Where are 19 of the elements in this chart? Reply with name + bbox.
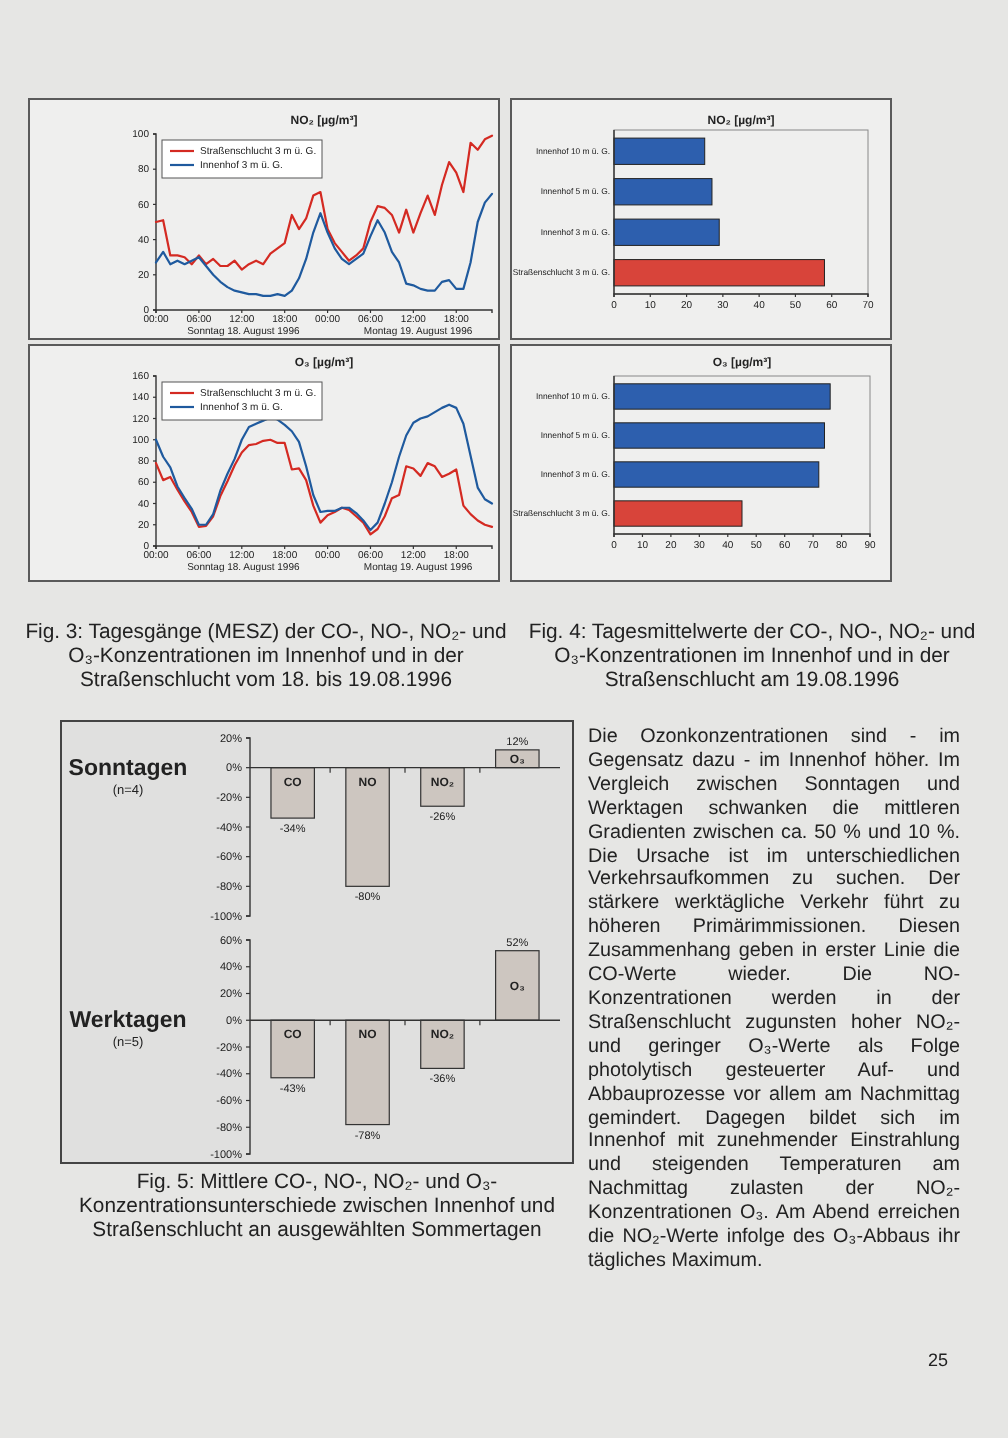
text: Werktagen (69, 1009, 187, 1034)
text: Sonntagen (68, 756, 188, 781)
line-series (154, 403, 494, 532)
bar (613, 500, 743, 527)
bar (613, 137, 706, 165)
bar (613, 422, 825, 449)
caption: Fig. 5: Mittlere CO-, NO-, NO₂- und O₃-Konzentrationsunterschiede zwischen Innenhof und Straßenschlucht an ausgewählten Sommertagen (77, 1172, 557, 1244)
line-series (154, 134, 494, 271)
caption: Fig. 3: Tagesgänge (MESZ) der CO-, NO-, NO₂- und O₃-Konzentrationen im Innenhof und in der Straßenschlucht vom 18. bis 19.08.1996 (24, 622, 508, 694)
line-series (154, 192, 494, 298)
caption: Fig. 4: Tagesmittelwerte der CO-, NO-, NO₂- und O₃-Konzentrationen im Innenhof und in der Straßenschlucht am 19.08.1996 (526, 622, 978, 694)
bar (613, 383, 831, 410)
bar (613, 218, 720, 246)
bar (613, 259, 825, 287)
text: 25 (928, 1350, 951, 1370)
text: Die Ozonkonzentrationen sind - im Gegensatz dazu - im Innenhof höher. Im Vergleich zwischen Sonntagen und Werktagen schwanken die mittleren Gradienten zwischen ca. 50 % und 10 %. Die Ursache ist im unterschiedlichen Verkehrsaufkommen zu suchen. Der stärkere werktägliche Verkehr führt zu höheren Primärimmissionen. Diesen Zusammenhang geben in erster Linie die CO-Werte wieder. Die NO-Konzentrationen werden in der Straßenschlucht zugunsten hoher NO₂- und geringer O₃-Werte als Folge photolytisch gesteuerter Auf- und Abbauprozesse vor allem am Nachmittag gemindert. Dagegen bildet sich im Innenhof mit zunehmender Einstrahlung und steigenden Temperaturen am Nachmittag zulasten der NO₂-Konzentrationen O₃. Am Abend erreichen die NO₂-Werte infolge des O₃-Abbaus ihr tägliches Maximum. (588, 726, 960, 1272)
bar (613, 461, 820, 488)
line-series (154, 438, 494, 536)
bar (613, 178, 713, 206)
